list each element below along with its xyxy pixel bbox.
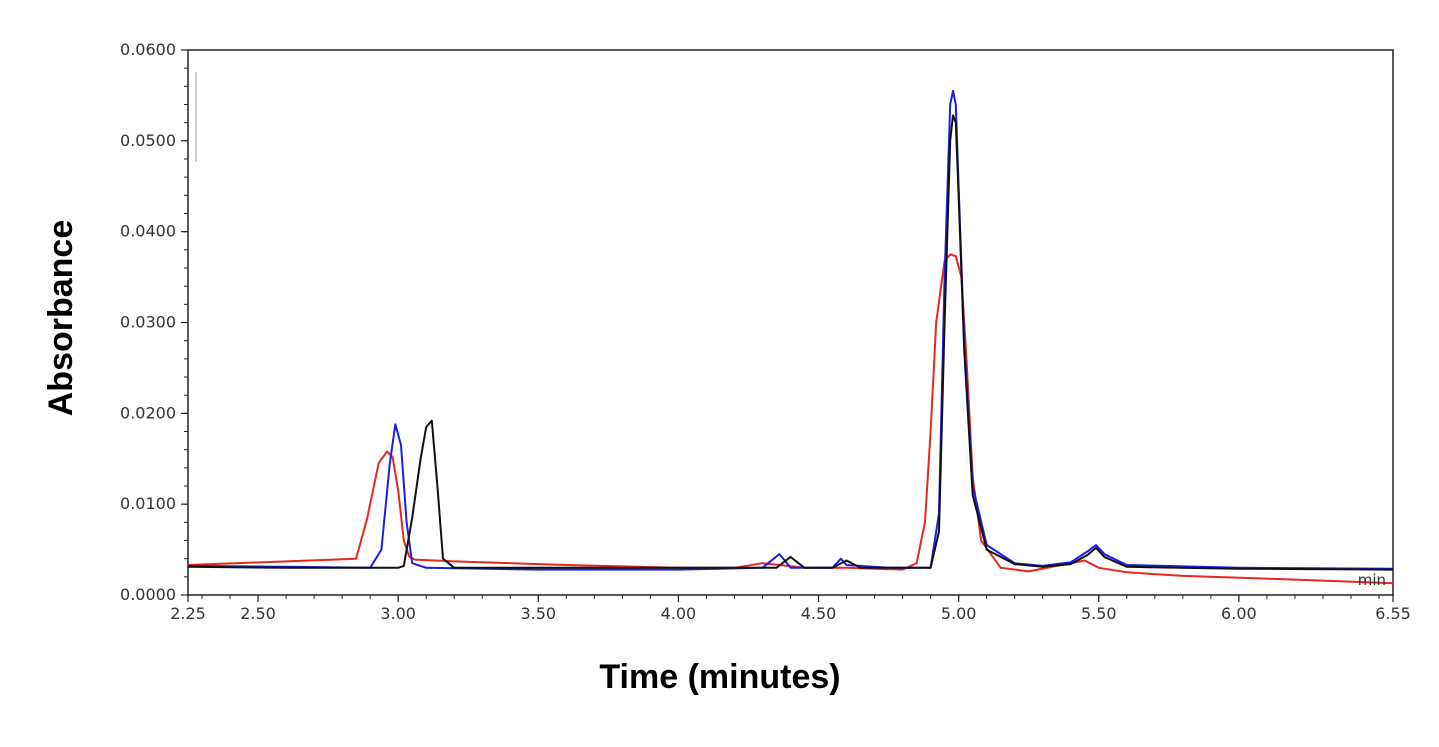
x-tick-label: 2.25: [170, 604, 206, 623]
x-axis: 2.25 2.50 3.00 3.50 4.00 4.50 5.00 5.50 6.00 6.55: [170, 595, 1411, 623]
y-tick-label: 0.0500: [120, 131, 176, 150]
x-tick-label: 4.50: [801, 604, 837, 623]
x-tick-label: 5.50: [1081, 604, 1117, 623]
y-tick-label: 0.0600: [120, 40, 176, 59]
y-tick-label: 0.0200: [120, 403, 176, 422]
x-tick-label: 2.50: [240, 604, 276, 623]
x-unit-label: min: [1358, 571, 1386, 589]
y-axis-title: Absorbance: [42, 220, 80, 417]
plot-area: [187, 49, 1394, 596]
y-axis: 0.0000 0.0100 0.0200 0.0300 0.0400 0.0500 0.06…: [120, 40, 188, 604]
series-line-3: [187, 114, 1394, 571]
x-tick-label: 6.00: [1221, 604, 1257, 623]
y-tick-label: 0.0100: [120, 494, 176, 513]
y-tick-label: 0.0300: [120, 313, 176, 332]
x-tick-label: 6.55: [1375, 604, 1411, 623]
series-line-1: [187, 253, 1394, 585]
y-tick-label: 0.0000: [120, 585, 176, 604]
x-tick-label: 4.00: [661, 604, 697, 623]
x-tick-label: 3.50: [520, 604, 556, 623]
series-layer: [187, 89, 1394, 585]
x-tick-label: 3.00: [380, 604, 416, 623]
x-axis-title: Time (minutes): [599, 658, 840, 696]
x-tick-label: 5.00: [941, 604, 977, 623]
y-tick-label: 0.0400: [120, 222, 176, 241]
